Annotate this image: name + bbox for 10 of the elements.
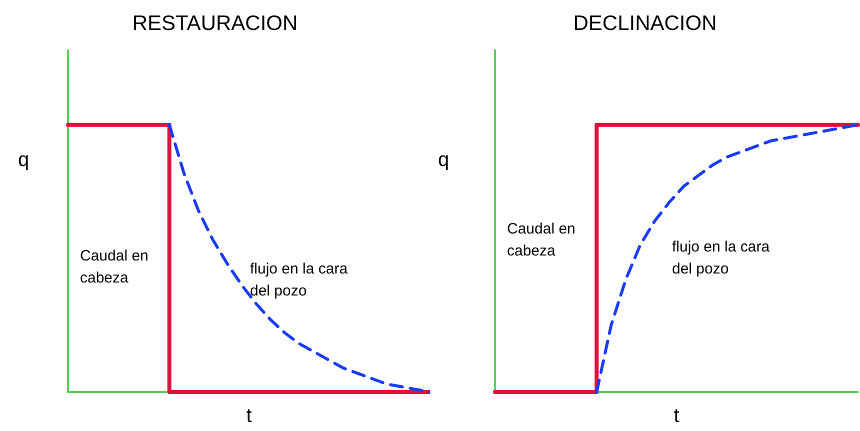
annotation: Caudal en cabeza — [80, 248, 148, 286]
annotation: flujo en la cara del pozo — [672, 238, 770, 278]
annotation: flujo en la cara del pozo — [250, 260, 348, 300]
annotation: Caudal en cabeza — [507, 220, 576, 260]
chart-title: RESTAURACION — [132, 12, 298, 35]
y-axis-title: q — [438, 149, 450, 171]
chart-title: DECLINACION — [573, 12, 717, 35]
x-axis-title: t — [674, 405, 680, 427]
y-axis-title: q — [18, 149, 30, 171]
x-axis-title: t — [246, 405, 252, 427]
